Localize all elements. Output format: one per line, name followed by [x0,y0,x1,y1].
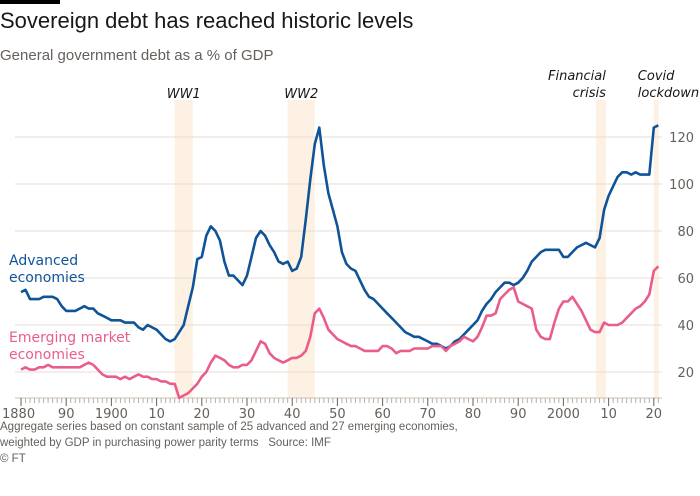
event-label: lockdown [638,86,699,101]
footnote-weighting: weighted by GDP in purchasing power pari… [0,437,259,449]
x-tick-label: 10 [148,407,165,422]
x-tick-label: 20 [646,407,663,422]
chart-title: Sovereign debt has reached historic leve… [0,8,414,33]
x-tick-label: 50 [329,407,346,422]
x-tick-label: 1900 [95,407,128,422]
event-label: WW1 [167,87,201,102]
x-tick-label: 90 [510,407,527,422]
x-tick-label: 1880 [2,407,35,422]
y-tick-label: 100 [669,178,694,193]
series-label: economies [9,270,85,286]
y-tick-label: 20 [677,366,694,381]
event-label: crisis [573,86,606,101]
event-label: Financial [548,69,606,84]
y-tick-label: 60 [677,272,694,287]
advanced-economies-line [20,124,659,350]
x-tick-label: 10 [600,407,617,422]
emerging-economies-line [20,265,660,400]
series-label: Advanced [9,253,78,269]
event-band [653,100,659,398]
x-tick-label: 2000 [547,407,580,422]
event-label: Covid [638,69,675,84]
ft-brand-bar [0,0,60,4]
x-tick-label: 90 [58,407,75,422]
x-tick-label: 70 [420,407,437,422]
x-tick-label: 20 [194,407,211,422]
y-tick-label: 120 [669,131,694,146]
source-label: Source: IMF [268,437,331,449]
copyright: © FT [0,453,26,465]
footnote-line1: Aggregate series based on constant sampl… [0,421,458,433]
x-tick-label: 30 [239,407,256,422]
event-band [595,100,606,398]
series-label: economies [9,347,85,363]
y-tick-label: 80 [677,225,694,240]
footnote-line2: weighted by GDP in purchasing power pari… [0,437,331,449]
series-label: Emerging market [9,330,131,346]
y-tick-label: 40 [677,319,694,334]
x-tick-label: 60 [374,407,391,422]
x-tick-label: 40 [284,407,301,422]
chart-subtitle: General government debt as a % of GDP [0,47,274,64]
x-tick-label: 80 [465,407,482,422]
event-band [174,100,193,398]
event-label: WW2 [284,87,318,102]
